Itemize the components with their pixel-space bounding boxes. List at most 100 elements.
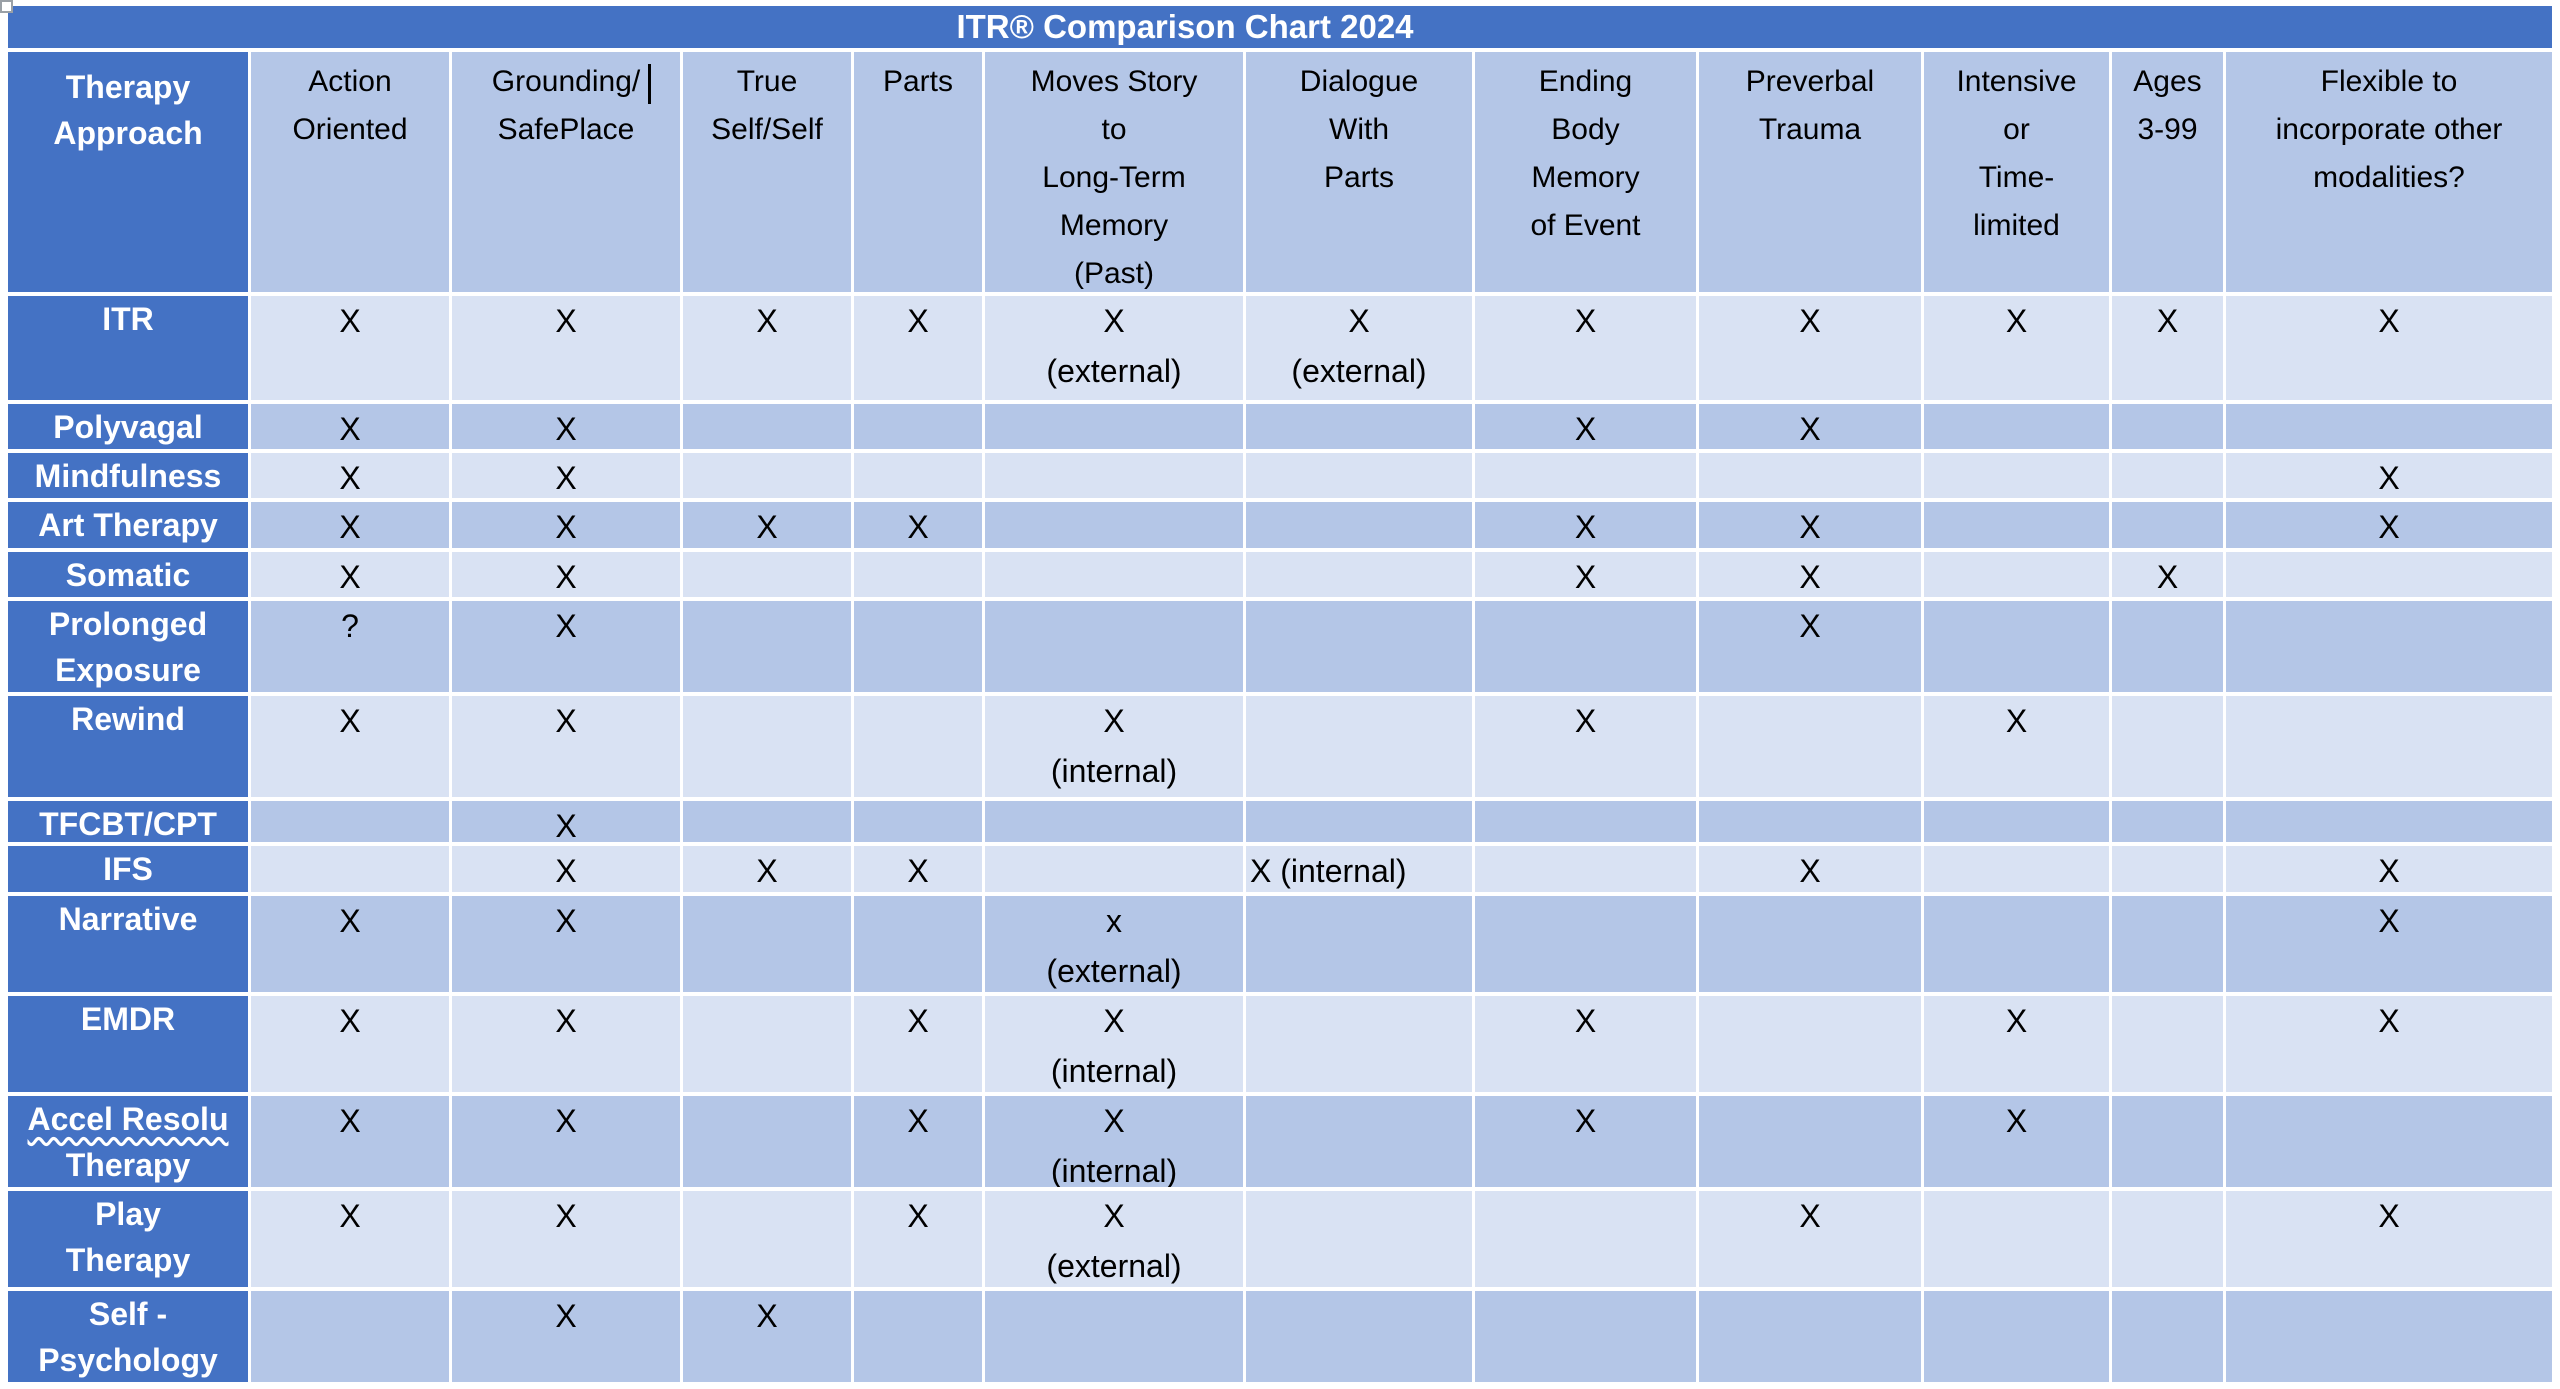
data-cell-preverbal-trauma[interactable]: X	[1699, 404, 1921, 449]
data-cell-true-self[interactable]	[683, 801, 851, 842]
data-cell-true-self[interactable]: X	[683, 502, 851, 548]
data-cell-preverbal-trauma[interactable]	[1699, 696, 1921, 797]
data-cell-grounding-safeplace[interactable]: X	[452, 896, 680, 992]
data-cell-flexible-modalities[interactable]: X	[2226, 1191, 2552, 1287]
data-cell-parts[interactable]	[854, 601, 982, 692]
data-cell-dialogue-with-parts[interactable]	[1246, 552, 1472, 597]
data-cell-moves-story[interactable]	[985, 453, 1243, 498]
data-cell-intensive-time-limited[interactable]	[1924, 502, 2109, 548]
data-cell-intensive-time-limited[interactable]: X	[1924, 696, 2109, 797]
data-cell-true-self[interactable]	[683, 696, 851, 797]
data-cell-grounding-safeplace[interactable]: X	[452, 296, 680, 400]
row-label-play-therapy[interactable]: Play Therapy	[8, 1191, 248, 1287]
header-cell-intensive-time-limited[interactable]: Intensive or Time- limited	[1924, 52, 2109, 292]
data-cell-preverbal-trauma[interactable]: X	[1699, 552, 1921, 597]
row-label-art-therapy[interactable]: Art Therapy	[8, 502, 248, 548]
data-cell-preverbal-trauma[interactable]: X	[1699, 502, 1921, 548]
data-cell-dialogue-with-parts[interactable]	[1246, 453, 1472, 498]
data-cell-parts[interactable]: X	[854, 1096, 982, 1187]
data-cell-flexible-modalities[interactable]	[2226, 552, 2552, 597]
data-cell-grounding-safeplace[interactable]: X	[452, 696, 680, 797]
data-cell-moves-story[interactable]	[985, 801, 1243, 842]
data-cell-parts[interactable]: X	[854, 502, 982, 548]
data-cell-intensive-time-limited[interactable]	[1924, 896, 2109, 992]
data-cell-preverbal-trauma[interactable]: X	[1699, 296, 1921, 400]
data-cell-ending-body-memory[interactable]: X	[1475, 996, 1696, 1092]
data-cell-intensive-time-limited[interactable]	[1924, 453, 2109, 498]
data-cell-flexible-modalities[interactable]: X	[2226, 453, 2552, 498]
row-label-somatic[interactable]: Somatic	[8, 552, 248, 597]
data-cell-preverbal-trauma[interactable]: X	[1699, 601, 1921, 692]
header-cell-flexible-modalities[interactable]: Flexible to incorporate other modalities…	[2226, 52, 2552, 292]
data-cell-parts[interactable]	[854, 404, 982, 449]
data-cell-ages-3-99[interactable]	[2112, 404, 2223, 449]
row-label-narrative[interactable]: Narrative	[8, 896, 248, 992]
data-cell-ages-3-99[interactable]	[2112, 502, 2223, 548]
data-cell-parts[interactable]	[854, 552, 982, 597]
data-cell-parts[interactable]: X	[854, 1191, 982, 1287]
data-cell-ages-3-99[interactable]	[2112, 896, 2223, 992]
data-cell-ages-3-99[interactable]	[2112, 801, 2223, 842]
data-cell-dialogue-with-parts[interactable]	[1246, 601, 1472, 692]
data-cell-parts[interactable]: X	[854, 996, 982, 1092]
data-cell-grounding-safeplace[interactable]: X	[452, 1096, 680, 1187]
data-cell-grounding-safeplace[interactable]: X	[452, 601, 680, 692]
row-label-polyvagal[interactable]: Polyvagal	[8, 404, 248, 449]
data-cell-ending-body-memory[interactable]: X	[1475, 552, 1696, 597]
data-cell-action-oriented[interactable]	[251, 846, 449, 892]
data-cell-flexible-modalities[interactable]	[2226, 1291, 2552, 1382]
data-cell-ages-3-99[interactable]	[2112, 453, 2223, 498]
header-cell-ending-body-memory[interactable]: Ending Body Memory of Event	[1475, 52, 1696, 292]
data-cell-action-oriented[interactable]: X	[251, 453, 449, 498]
data-cell-ending-body-memory[interactable]	[1475, 1291, 1696, 1382]
data-cell-ending-body-memory[interactable]	[1475, 453, 1696, 498]
row-label-accel-resolu-therapy[interactable]: Accel Resolu Therapy	[8, 1096, 248, 1187]
data-cell-moves-story[interactable]: X (internal)	[985, 696, 1243, 797]
data-cell-parts[interactable]: X	[854, 296, 982, 400]
data-cell-true-self[interactable]	[683, 404, 851, 449]
data-cell-ages-3-99[interactable]: X	[2112, 552, 2223, 597]
header-cell-action-oriented[interactable]: Action Oriented	[251, 52, 449, 292]
data-cell-grounding-safeplace[interactable]: X	[452, 404, 680, 449]
data-cell-preverbal-trauma[interactable]	[1699, 1291, 1921, 1382]
data-cell-true-self[interactable]	[683, 896, 851, 992]
data-cell-ages-3-99[interactable]	[2112, 846, 2223, 892]
data-cell-moves-story[interactable]	[985, 502, 1243, 548]
data-cell-grounding-safeplace[interactable]: X	[452, 1291, 680, 1382]
data-cell-flexible-modalities[interactable]: X	[2226, 846, 2552, 892]
data-cell-ending-body-memory[interactable]	[1475, 801, 1696, 842]
data-cell-intensive-time-limited[interactable]	[1924, 601, 2109, 692]
data-cell-flexible-modalities[interactable]: X	[2226, 896, 2552, 992]
data-cell-ages-3-99[interactable]	[2112, 696, 2223, 797]
data-cell-intensive-time-limited[interactable]: X	[1924, 996, 2109, 1092]
data-cell-true-self[interactable]	[683, 601, 851, 692]
data-cell-dialogue-with-parts[interactable]: X (internal)	[1246, 846, 1472, 892]
data-cell-intensive-time-limited[interactable]	[1924, 1291, 2109, 1382]
data-cell-intensive-time-limited[interactable]	[1924, 552, 2109, 597]
data-cell-action-oriented[interactable]: X	[251, 552, 449, 597]
data-cell-intensive-time-limited[interactable]: X	[1924, 1096, 2109, 1187]
row-label-mindfulness[interactable]: Mindfulness	[8, 453, 248, 498]
data-cell-moves-story[interactable]	[985, 552, 1243, 597]
data-cell-parts[interactable]: X	[854, 846, 982, 892]
data-cell-true-self[interactable]: X	[683, 1291, 851, 1382]
data-cell-flexible-modalities[interactable]: X	[2226, 996, 2552, 1092]
data-cell-true-self[interactable]	[683, 1096, 851, 1187]
data-cell-true-self[interactable]	[683, 453, 851, 498]
data-cell-parts[interactable]	[854, 801, 982, 842]
data-cell-action-oriented[interactable]: X	[251, 1191, 449, 1287]
data-cell-moves-story[interactable]: X (internal)	[985, 996, 1243, 1092]
data-cell-moves-story[interactable]	[985, 1291, 1243, 1382]
row-label-ifs[interactable]: IFS	[8, 846, 248, 892]
data-cell-ending-body-memory[interactable]: X	[1475, 502, 1696, 548]
data-cell-grounding-safeplace[interactable]: X	[452, 801, 680, 842]
data-cell-intensive-time-limited[interactable]	[1924, 846, 2109, 892]
data-cell-action-oriented[interactable]	[251, 801, 449, 842]
data-cell-ending-body-memory[interactable]	[1475, 896, 1696, 992]
header-cell-true-self[interactable]: True Self/Self	[683, 52, 851, 292]
header-cell-moves-story[interactable]: Moves Story to Long-Term Memory (Past)	[985, 52, 1243, 292]
data-cell-dialogue-with-parts[interactable]	[1246, 896, 1472, 992]
data-cell-ages-3-99[interactable]	[2112, 996, 2223, 1092]
data-cell-action-oriented[interactable]: X	[251, 1096, 449, 1187]
data-cell-ending-body-memory[interactable]	[1475, 846, 1696, 892]
